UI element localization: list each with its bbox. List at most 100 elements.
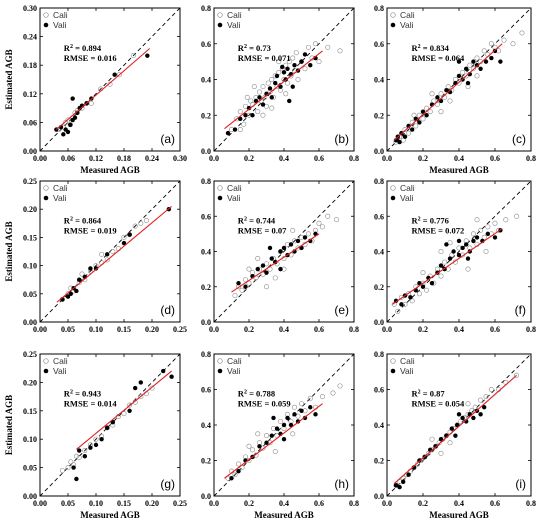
r2-value: = 0.744 bbox=[247, 215, 276, 225]
fit-line bbox=[224, 403, 323, 479]
legend-cal-label: Cali bbox=[53, 183, 68, 193]
cal-point bbox=[312, 41, 318, 47]
y-tick-label: 0.8 bbox=[374, 350, 384, 359]
val-point bbox=[82, 454, 88, 459]
panel-g: 0.00 0.05 0.10 0.15 0.20 0.25 0.00 0.05 0.10 0.15… bbox=[4, 350, 187, 520]
fit-line bbox=[231, 233, 320, 293]
fit-line bbox=[392, 228, 503, 305]
y-tick-label: 0.06 bbox=[23, 118, 37, 127]
cal-point bbox=[333, 217, 339, 223]
r2-annotation: R2 = 0.834 bbox=[411, 43, 449, 53]
y-tick-label: 0.30 bbox=[23, 4, 37, 13]
val-point bbox=[444, 88, 449, 93]
x-tick-label: 0.0 bbox=[382, 154, 392, 163]
x-tick-label: 0.05 bbox=[61, 499, 75, 508]
legend-cal-marker bbox=[217, 12, 223, 18]
val-point bbox=[308, 405, 313, 410]
cal-point bbox=[431, 98, 437, 104]
val-point bbox=[274, 426, 280, 431]
legend-cal-label: Cali bbox=[400, 183, 415, 193]
legend-val-label: Vali bbox=[53, 20, 67, 30]
val-point bbox=[420, 109, 426, 114]
legend-cal-marker bbox=[43, 358, 49, 364]
val-point bbox=[456, 412, 462, 417]
y-tick-label: 0.24 bbox=[23, 33, 37, 42]
cal-point bbox=[121, 234, 127, 240]
cal-point bbox=[470, 231, 476, 237]
x-tick-label: 0.00 bbox=[33, 154, 47, 163]
x-axis-title: Measured AGB bbox=[429, 510, 489, 520]
x-tick-label: 0.06 bbox=[61, 154, 75, 163]
cal-point bbox=[130, 53, 136, 59]
val-point bbox=[72, 115, 78, 120]
cal-point bbox=[262, 94, 268, 100]
legend-val-label: Vali bbox=[53, 193, 67, 203]
x-tick-label: 0.6 bbox=[490, 499, 500, 508]
cal-point bbox=[265, 80, 271, 86]
cal-point bbox=[400, 137, 406, 143]
val-point bbox=[474, 235, 480, 240]
val-point bbox=[274, 73, 280, 79]
legend-val-label: Vali bbox=[227, 20, 241, 30]
cal-point bbox=[110, 249, 116, 255]
r2-annotation: R2 = 0.788 bbox=[238, 389, 275, 399]
cal-point bbox=[420, 116, 426, 122]
val-point bbox=[68, 291, 74, 296]
y-tick-label: 0.12 bbox=[23, 90, 37, 99]
one-to-one-line bbox=[386, 7, 532, 152]
val-point bbox=[257, 95, 262, 100]
panel-label: (d) bbox=[160, 303, 175, 317]
r2-value: = 0.73 bbox=[247, 43, 271, 53]
legend-cal-marker bbox=[217, 185, 223, 191]
legend-val-marker bbox=[390, 195, 396, 201]
y-tick-label: 0.05 bbox=[23, 290, 37, 299]
one-to-one-line bbox=[386, 180, 532, 323]
val-point bbox=[308, 62, 313, 68]
val-point bbox=[498, 59, 503, 64]
val-point bbox=[285, 66, 290, 71]
y-tick-label: 0.15 bbox=[23, 233, 37, 242]
val-point bbox=[410, 127, 415, 132]
cal-point bbox=[447, 440, 453, 446]
legend-val-label: Vali bbox=[400, 193, 414, 203]
rmse-annotation: RMSE = 0.054 bbox=[411, 399, 465, 409]
y-tick-label: 0.6 bbox=[374, 386, 384, 395]
cal-point bbox=[429, 91, 435, 97]
cal-point bbox=[406, 130, 412, 136]
legend-cal-label: Cali bbox=[227, 10, 242, 20]
cal-point bbox=[413, 123, 419, 129]
val-point bbox=[74, 288, 79, 294]
val-point bbox=[112, 72, 117, 77]
x-tick-label: 0.10 bbox=[89, 499, 103, 508]
rmse-annotation: RMSE = 0.019 bbox=[64, 225, 117, 235]
cal-point bbox=[474, 55, 480, 61]
val-point bbox=[88, 266, 93, 271]
cal-point bbox=[481, 48, 487, 54]
y-tick-label: 0.25 bbox=[23, 350, 37, 359]
val-point bbox=[269, 256, 274, 261]
x-axis-title: Measured AGB bbox=[429, 165, 489, 175]
val-point bbox=[393, 483, 399, 488]
cal-point bbox=[424, 287, 430, 293]
cal-point bbox=[290, 55, 296, 61]
val-point bbox=[225, 130, 231, 136]
val-point bbox=[478, 412, 483, 417]
val-point bbox=[74, 476, 79, 482]
x-tick-label: 0.12 bbox=[89, 154, 103, 163]
val-point bbox=[417, 120, 422, 125]
val-point bbox=[460, 415, 465, 421]
cal-point bbox=[305, 231, 311, 237]
val-point bbox=[243, 113, 248, 118]
x-tick-label: 0.20 bbox=[145, 499, 159, 508]
val-point bbox=[399, 302, 404, 307]
y-tick-label: 0.4 bbox=[374, 421, 384, 430]
cal-point bbox=[276, 59, 282, 65]
cal-point bbox=[460, 69, 466, 75]
val-point bbox=[478, 66, 483, 71]
x-tick-label: 0.2 bbox=[418, 499, 428, 508]
r2-superscript: 2 bbox=[70, 216, 73, 222]
r2-value: = 0.864 bbox=[73, 215, 102, 225]
val-point bbox=[250, 113, 255, 118]
val-point bbox=[269, 95, 274, 100]
